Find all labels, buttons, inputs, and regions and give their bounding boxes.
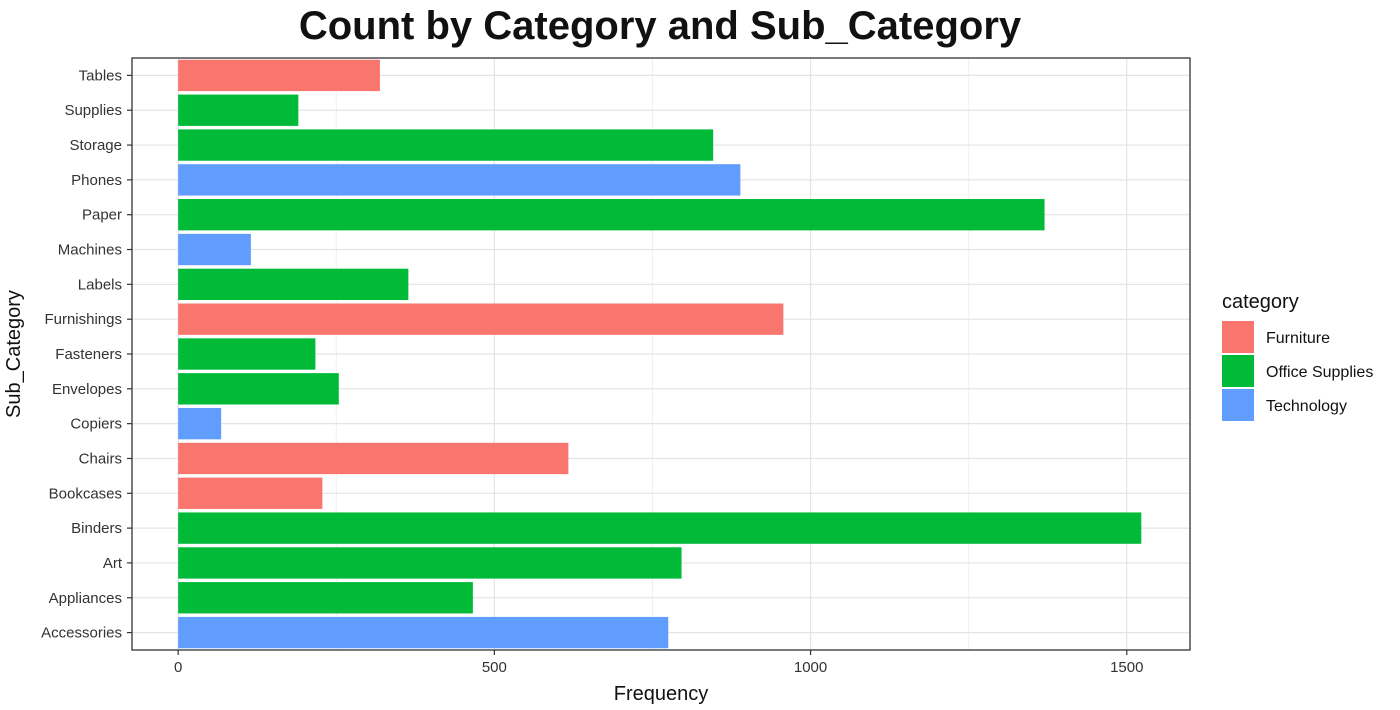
legend-label: Furniture [1266, 330, 1330, 347]
bar-phones [178, 164, 741, 196]
chart-title: Count by Category and Sub_Category [298, 4, 1022, 48]
y-tick-label: Furnishings [44, 311, 122, 328]
y-tick-label: Phones [71, 172, 122, 189]
x-axis-label: Frequency [614, 683, 709, 705]
x-tick-label: 500 [482, 659, 507, 676]
axes: Accessories Appliances Art Binders Bookcases… [41, 67, 1143, 676]
y-tick-label: Supplies [64, 102, 122, 119]
legend-label: Office Supplies [1266, 364, 1373, 381]
y-tick-label: Paper [82, 207, 122, 224]
bar-binders [178, 512, 1142, 544]
x-tick-label: 1500 [1110, 659, 1143, 676]
x-tick-label: 0 [174, 659, 182, 676]
legend-key-technology [1222, 389, 1254, 421]
y-tick-label: Copiers [70, 416, 122, 433]
y-tick-label: Tables [79, 67, 122, 84]
y-tick-label: Binders [71, 520, 122, 537]
y-tick-label: Labels [78, 276, 122, 293]
y-tick-label: Appliances [49, 590, 122, 607]
bar-accessories [178, 616, 669, 649]
legend-key-office-supplies [1222, 355, 1254, 387]
legend-key-furniture [1222, 321, 1254, 353]
y-tick-label: Art [103, 555, 123, 572]
y-tick-label: Machines [58, 242, 122, 259]
legend: category Furniture Office Supplies Technol… [1222, 291, 1373, 421]
bar-copiers [178, 407, 222, 440]
y-tick-label: Storage [69, 137, 122, 154]
bar-envelopes [178, 373, 339, 405]
bar-storage [178, 129, 714, 161]
bar-chairs [178, 442, 569, 475]
bar-art [178, 547, 682, 579]
y-axis-label: Sub_Category [3, 290, 25, 418]
y-tick-label: Envelopes [52, 381, 122, 398]
bar-bookcases [178, 477, 323, 509]
bar-furnishings [178, 303, 784, 335]
bar-labels [178, 268, 409, 301]
bar-tables [178, 59, 380, 92]
legend-title: category [1222, 291, 1299, 313]
y-tick-label: Chairs [79, 450, 122, 467]
bar-machines [178, 233, 251, 266]
y-tick-label: Bookcases [49, 485, 122, 502]
bars [178, 59, 1142, 649]
y-tick-label: Accessories [41, 625, 122, 642]
legend-label: Technology [1266, 398, 1347, 415]
bar-appliances [178, 582, 473, 614]
x-tick-label: 1000 [794, 659, 827, 676]
y-tick-label: Fasteners [55, 346, 122, 363]
bar-supplies [178, 94, 299, 126]
bar-fasteners [178, 338, 316, 370]
bar-paper [178, 199, 1045, 231]
